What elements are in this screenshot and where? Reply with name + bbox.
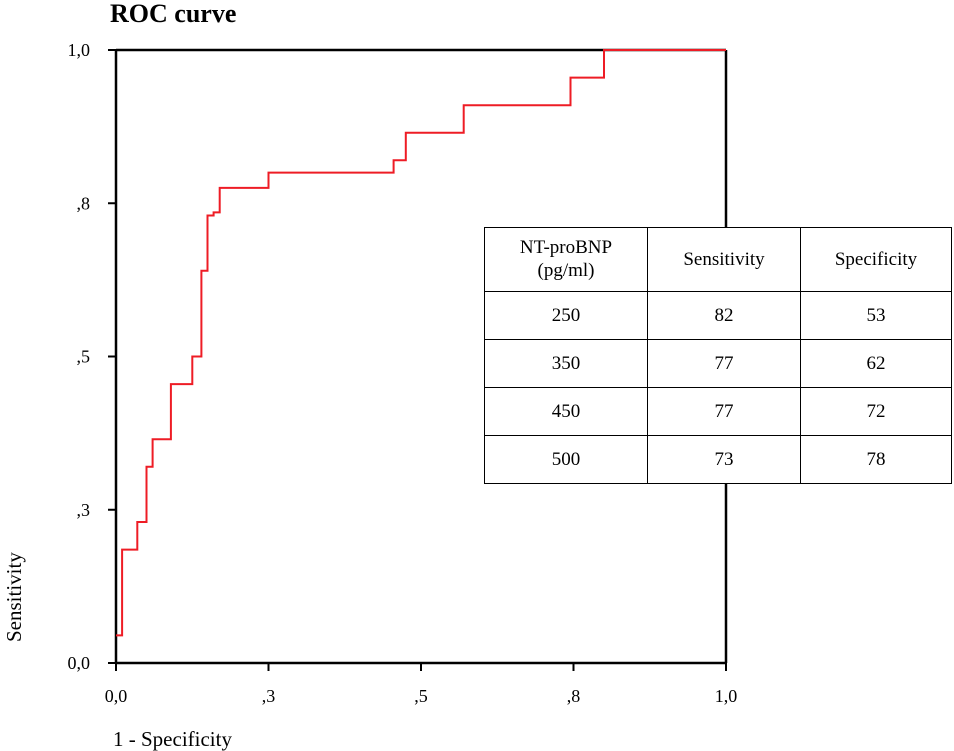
chart-title: ROC curve <box>110 0 236 28</box>
y-tick-label: ,5 <box>77 347 91 367</box>
table-header-row: NT-proBNP (pg/ml) Sensitivity Specificit… <box>484 227 952 292</box>
header-sensitivity: Sensitivity <box>647 227 801 292</box>
tick-labels: 0,0 ,3 ,5 ,8 1,0 0,0 ,3 ,5 ,8 1,0 <box>68 40 738 706</box>
header-specificity: Specificity <box>800 227 952 292</box>
roc-curve-line <box>116 49 726 637</box>
y-tick-label: 1,0 <box>68 40 91 60</box>
cell-specificity: 53 <box>800 291 952 340</box>
cell-specificity: 62 <box>800 339 952 388</box>
y-tick-label: ,3 <box>77 500 91 520</box>
cell-sensitivity: 73 <box>647 435 801 484</box>
x-tick-label: 1,0 <box>715 686 738 706</box>
x-tick-label: ,8 <box>567 686 581 706</box>
table-row: 500 73 78 <box>484 435 952 484</box>
cell-specificity: 72 <box>800 387 952 436</box>
cell-cutoff: 350 <box>484 339 648 388</box>
cell-cutoff: 500 <box>484 435 648 484</box>
header-cutoff-line-2: (pg/ml) <box>537 259 595 281</box>
cell-sensitivity: 77 <box>647 387 801 436</box>
cell-sensitivity: 77 <box>647 339 801 388</box>
table-row: 350 77 62 <box>484 339 952 388</box>
table-row: 250 82 53 <box>484 291 952 340</box>
header-cutoff: NT-proBNP (pg/ml) <box>484 227 648 292</box>
series-lines <box>116 49 726 637</box>
y-axis-label: Sensitivity <box>2 552 26 642</box>
header-cutoff-line-1: NT-proBNP <box>519 236 613 258</box>
x-tick-label: ,3 <box>262 686 276 706</box>
cell-sensitivity: 82 <box>647 291 801 340</box>
tick-marks <box>108 49 727 671</box>
x-tick-label: ,5 <box>414 686 428 706</box>
cutoff-table: NT-proBNP (pg/ml) Sensitivity Specificit… <box>484 227 952 484</box>
cell-cutoff: 250 <box>484 291 648 340</box>
y-tick-label: 0,0 <box>68 653 91 673</box>
cell-cutoff: 450 <box>484 387 648 436</box>
x-axis-label: 1 - Specificity <box>113 727 232 751</box>
cell-specificity: 78 <box>800 435 952 484</box>
x-tick-label: 0,0 <box>105 686 128 706</box>
table-row: 450 77 72 <box>484 387 952 436</box>
y-tick-label: ,8 <box>77 193 91 213</box>
